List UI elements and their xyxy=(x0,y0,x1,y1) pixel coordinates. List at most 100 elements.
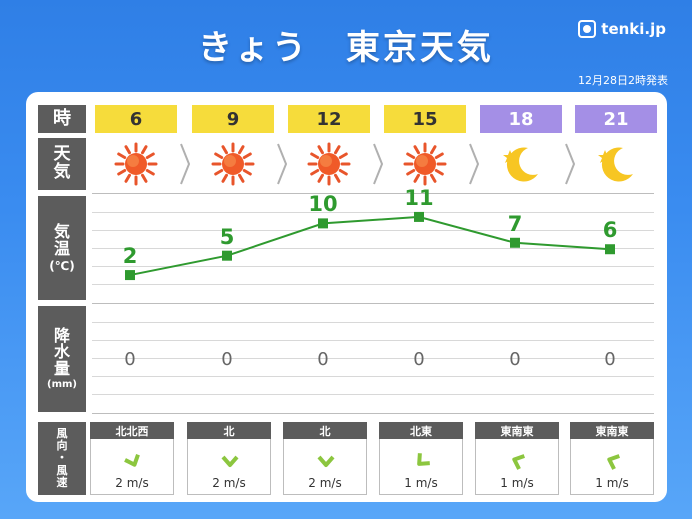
hour-text: 9 xyxy=(226,108,240,130)
divider xyxy=(92,413,654,414)
precipitation-value: 0 xyxy=(509,349,521,370)
tenki-logo[interactable]: tenki.jp xyxy=(578,20,666,38)
wind-direction: 北 xyxy=(283,422,367,439)
grid-line xyxy=(92,394,654,395)
forecast-panel: 時 天 気 気 温 (℃) 降 水 量 (mm) 風 向 ・ 風 速 6 9 1… xyxy=(26,92,667,502)
row-label-temp-char: 気 xyxy=(53,221,70,241)
row-label-wind-char: 風 xyxy=(56,463,68,477)
temperature-label: 7 xyxy=(507,211,523,236)
row-label-temp-char: 温 xyxy=(53,238,70,258)
wind-direction: 北東 xyxy=(379,422,463,439)
hour-header: 9 xyxy=(192,105,274,133)
precipitation-value: 0 xyxy=(221,349,233,370)
chevron-right-icon xyxy=(277,143,288,185)
row-label-weather: 天 気 xyxy=(38,138,86,190)
hour-text: 15 xyxy=(412,108,438,130)
chevron-right-icon xyxy=(180,143,191,185)
row-label-temp-unit: (℃) xyxy=(49,258,75,273)
temperature-point xyxy=(222,250,232,261)
sun-icon xyxy=(288,140,370,188)
temperature-point xyxy=(605,244,615,255)
row-label-precipitation: 降 水 量 (mm) xyxy=(38,306,86,412)
precipitation-value: 0 xyxy=(604,349,616,370)
grid-line xyxy=(92,266,654,267)
temperature-label: 6 xyxy=(602,218,618,243)
page-title: きょう 東京天気 xyxy=(198,28,494,68)
temperature-point xyxy=(414,211,424,222)
wind-cell: 2 m/s xyxy=(90,439,174,495)
row-label-weather-char: 気 xyxy=(53,162,71,182)
divider xyxy=(92,193,654,194)
grid-line xyxy=(92,340,654,341)
wind-speed: 2 m/s xyxy=(212,476,246,490)
hour-text: 6 xyxy=(129,108,143,130)
hour-header: 21 xyxy=(575,105,657,133)
wind-speed: 1 m/s xyxy=(404,476,438,490)
grid-line xyxy=(92,230,654,231)
hour-header: 12 xyxy=(288,105,370,133)
wind-cell: 2 m/s xyxy=(187,439,271,495)
wind-cell: 1 m/s xyxy=(379,439,463,495)
row-label-precip-unit: (mm) xyxy=(47,378,77,390)
grid-line xyxy=(92,322,654,323)
hour-text: 12 xyxy=(316,108,342,130)
temperature-label: 11 xyxy=(404,185,434,210)
grid-line xyxy=(92,358,654,359)
grid-line xyxy=(92,248,654,249)
wind-arrow-icon xyxy=(417,453,430,466)
row-label-wind-char: 向 xyxy=(56,439,68,453)
tenki-logo-icon xyxy=(578,20,597,38)
row-label-precip-char: 水 xyxy=(53,342,70,362)
wind-direction: 北北西 xyxy=(90,422,174,439)
temperature-label: 5 xyxy=(219,224,235,249)
row-label-precip-char: 量 xyxy=(53,359,70,379)
hour-header: 18 xyxy=(480,105,562,133)
issued-time: 12月28日2時発表 xyxy=(578,74,668,87)
grid-line xyxy=(92,376,654,377)
wind-direction: 東南東 xyxy=(570,422,654,439)
hour-header: 6 xyxy=(95,105,177,133)
chevron-right-icon xyxy=(565,143,576,185)
temperature-label: 10 xyxy=(308,192,338,217)
wind-speed: 2 m/s xyxy=(115,476,149,490)
temperature-point xyxy=(125,270,135,281)
wind-cell: 2 m/s xyxy=(283,439,367,495)
row-label-time: 時 xyxy=(38,105,86,133)
wind-arrow-icon xyxy=(221,455,239,467)
chevron-right-icon xyxy=(469,143,480,185)
grid-line xyxy=(92,212,654,213)
wind-speed: 1 m/s xyxy=(500,476,534,490)
wind-cell: 1 m/s xyxy=(475,439,559,495)
moon-icon xyxy=(575,140,657,188)
row-label-temperature: 気 温 (℃) xyxy=(38,196,86,300)
row-label-time-text: 時 xyxy=(53,107,71,129)
temperature-label: 2 xyxy=(122,244,138,269)
row-label-wind-char: 風 xyxy=(56,427,68,441)
precipitation-value: 0 xyxy=(124,349,136,370)
hour-header: 15 xyxy=(384,105,466,133)
row-label-precip-char: 降 xyxy=(53,325,70,345)
wind-arrow-icon xyxy=(317,455,335,467)
tenki-logo-text: tenki.jp xyxy=(601,20,666,38)
row-label-weather-char: 天 xyxy=(53,144,71,165)
sun-icon xyxy=(384,140,466,188)
precipitation-value: 0 xyxy=(413,349,425,370)
hour-text: 21 xyxy=(603,108,629,130)
wind-speed: 2 m/s xyxy=(308,476,342,490)
row-label-wind: 風 向 ・ 風 速 xyxy=(38,422,86,495)
moon-icon xyxy=(480,140,562,188)
sun-icon xyxy=(192,140,274,188)
wind-direction: 北 xyxy=(187,422,271,439)
temperature-point xyxy=(318,218,328,229)
temperature-point xyxy=(510,237,520,248)
wind-speed: 1 m/s xyxy=(595,476,629,490)
wind-arrow-icon xyxy=(607,454,620,470)
row-label-wind-char: ・ xyxy=(56,451,68,465)
chevron-right-icon xyxy=(373,143,384,185)
wind-arrow-icon xyxy=(512,454,525,470)
wind-arrow-icon xyxy=(124,454,140,467)
row-label-wind-char: 速 xyxy=(56,475,68,489)
hour-text: 18 xyxy=(508,108,534,130)
wind-direction: 東南東 xyxy=(475,422,559,439)
sun-icon xyxy=(95,140,177,188)
